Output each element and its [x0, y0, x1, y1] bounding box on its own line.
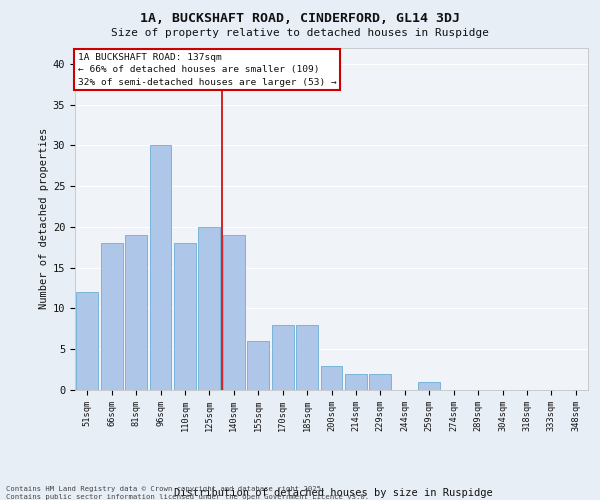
Text: 1A BUCKSHAFT ROAD: 137sqm
← 66% of detached houses are smaller (109)
32% of semi: 1A BUCKSHAFT ROAD: 137sqm ← 66% of detac…	[77, 52, 337, 86]
Bar	[296, 325, 318, 390]
Y-axis label: Number of detached properties: Number of detached properties	[38, 128, 49, 310]
Bar	[174, 243, 196, 390]
Bar	[272, 325, 293, 390]
Text: Contains HM Land Registry data © Crown copyright and database right 2025.
Contai: Contains HM Land Registry data © Crown c…	[6, 486, 369, 500]
Bar	[223, 235, 245, 390]
Bar	[149, 146, 172, 390]
Bar	[320, 366, 343, 390]
Bar	[247, 341, 269, 390]
Bar	[345, 374, 367, 390]
Bar	[199, 227, 220, 390]
Bar	[76, 292, 98, 390]
Bar	[418, 382, 440, 390]
Text: 1A, BUCKSHAFT ROAD, CINDERFORD, GL14 3DJ: 1A, BUCKSHAFT ROAD, CINDERFORD, GL14 3DJ	[140, 12, 460, 26]
Bar	[125, 235, 147, 390]
Bar	[370, 374, 391, 390]
Bar	[101, 243, 122, 390]
Text: Size of property relative to detached houses in Ruspidge: Size of property relative to detached ho…	[111, 28, 489, 38]
Text: Distribution of detached houses by size in Ruspidge: Distribution of detached houses by size …	[173, 488, 493, 498]
